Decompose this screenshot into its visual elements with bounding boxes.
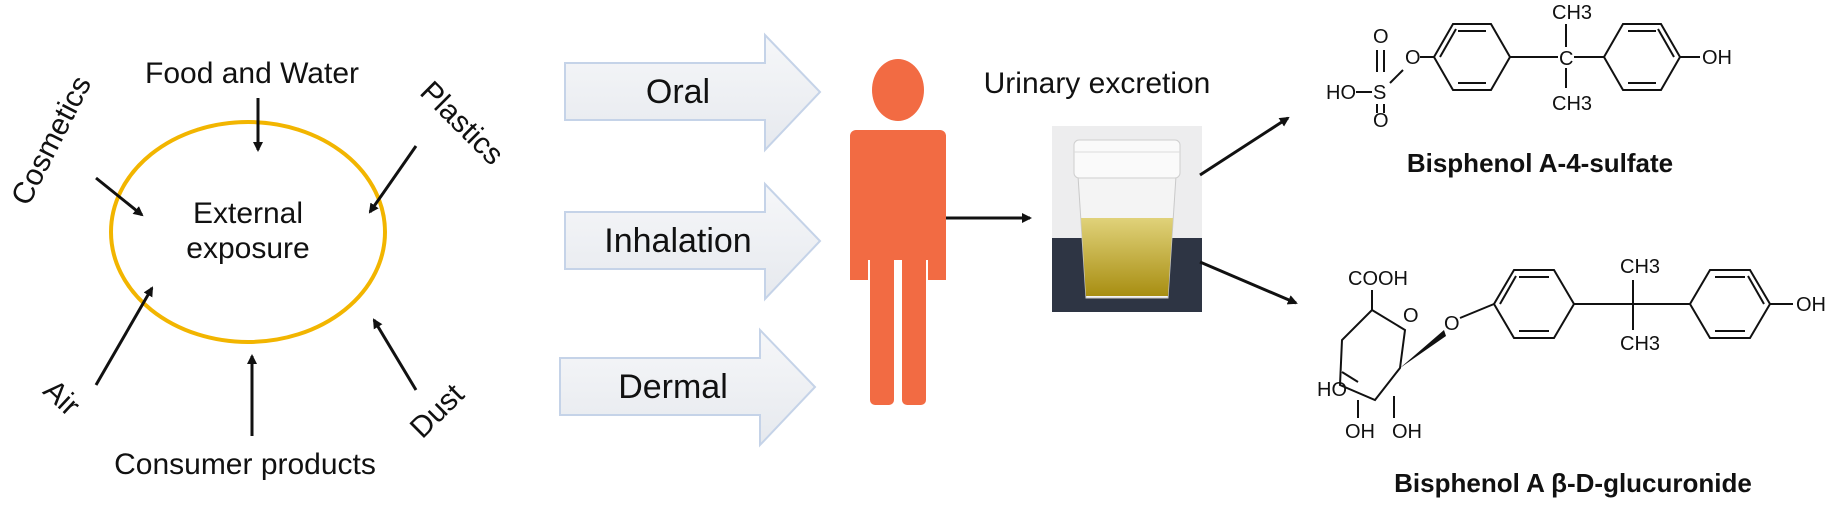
atom-ch3-top: CH3 (1552, 2, 1592, 24)
arrow-plastics (368, 145, 418, 214)
atom-o-top: O (1373, 26, 1389, 48)
atom-oh-2: OH (1392, 421, 1422, 443)
source-food-water: Food and Water (145, 57, 359, 90)
atom-ch3-bottom: CH3 (1620, 333, 1660, 355)
atom-o-bottom: O (1373, 110, 1389, 132)
external-exposure-ellipse (109, 120, 387, 344)
metabolite-name-sulfate: Bisphenol A-4-sulfate (1407, 148, 1673, 178)
atom-oh: OH (1702, 47, 1732, 69)
route-label-dermal: Dermal (618, 368, 728, 406)
arrow-to-sulfate (1199, 116, 1290, 177)
route-label-oral: Oral (646, 73, 710, 111)
urine-sample-photo (1052, 126, 1202, 312)
atom-o-link: O (1444, 313, 1460, 335)
source-air: Air (37, 373, 86, 422)
arrow-air (94, 286, 154, 386)
source-consumer-products: Consumer products (114, 448, 376, 481)
center-label-line2: exposure (186, 232, 309, 265)
route-label-inhalation: Inhalation (604, 222, 751, 260)
atom-oh-1: OH (1345, 421, 1375, 443)
atom-o-ring: O (1403, 305, 1419, 327)
atom-oh: OH (1796, 294, 1826, 316)
arrow-to-glucuronide (1199, 260, 1298, 305)
arrow-dust (372, 318, 418, 391)
atom-ho: HO (1326, 82, 1356, 104)
atom-o-link: O (1405, 47, 1421, 69)
arrow-cosmetics (95, 176, 144, 217)
atom-c: C (1559, 48, 1573, 70)
metabolite-name-glucuronide: Bisphenol A β-D-glucuronide (1394, 468, 1752, 498)
structure-sulfate: HO S O O O C CH3 CH3 OH (1326, 2, 1732, 132)
atom-ch3-bottom: CH3 (1552, 93, 1592, 115)
source-cosmetics: Cosmetics (5, 71, 98, 211)
atom-cooh: COOH (1348, 268, 1408, 290)
atom-ho: HO (1317, 379, 1347, 401)
atom-s: S (1373, 82, 1386, 104)
route-arrow-inhalation: Inhalation (564, 181, 822, 302)
excretion-label: Urinary excretion (984, 67, 1211, 100)
center-label-line1: External (193, 197, 303, 230)
person-icon (850, 59, 946, 405)
route-arrow-dermal: Dermal (559, 327, 817, 448)
source-plastics: Plastics (414, 75, 510, 171)
route-arrow-oral: Oral (564, 32, 822, 153)
atom-ch3-top: CH3 (1620, 256, 1660, 278)
structure-glucuronide: COOH O O HO OH OH CH3 CH3 OH (1317, 256, 1826, 443)
